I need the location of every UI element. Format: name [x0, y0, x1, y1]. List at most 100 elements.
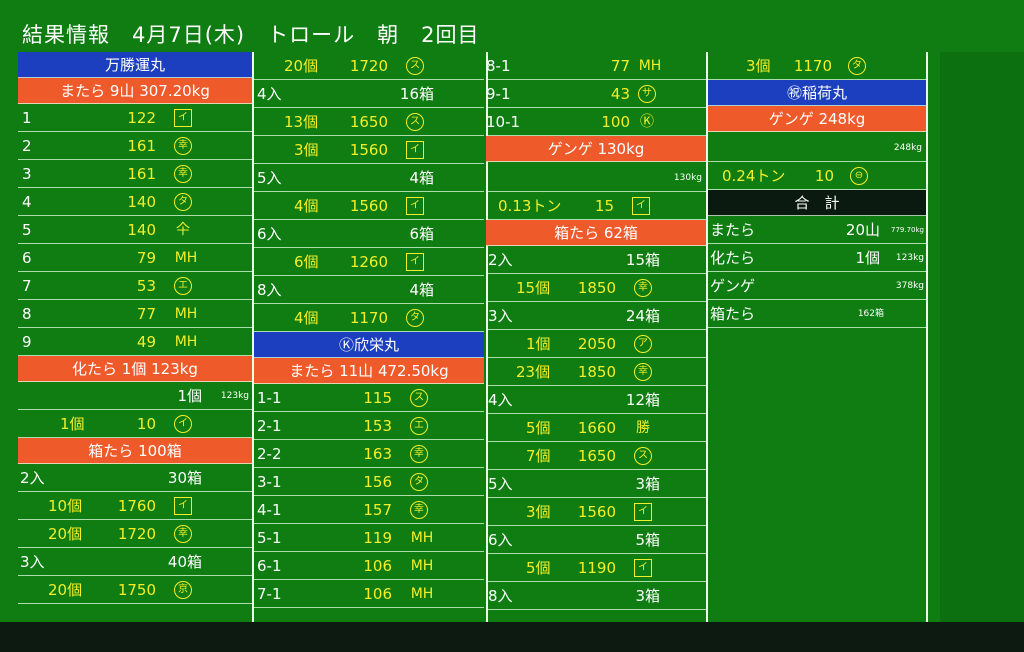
buyer-mark-icon: エ [410, 417, 428, 435]
table-row: 4個 1560 イ [254, 192, 484, 220]
buyer-mark-icon: イ [406, 253, 424, 271]
buyer-mark-icon: サ [638, 85, 656, 103]
table-row: 2-2 163 幸 [254, 440, 484, 468]
buyer-mark-icon: ス [406, 113, 424, 131]
boat-header-mankatsuun: 万勝運丸 [18, 52, 252, 78]
table-row: 8入 4箱 [254, 276, 484, 304]
column-1: 万勝運丸 またら 9山 307.20kg 1 122 イ 2 161 幸 3 161 幸 4… [18, 52, 252, 622]
table-row: 箱たら 162箱 [708, 300, 926, 328]
buyer-mark-icon: ΜH [638, 58, 662, 74]
matara-section-header: またら 9山 307.20kg [18, 78, 252, 104]
table-row: 8 77 ΜH [18, 300, 252, 328]
buyer-mark-icon: イ [406, 141, 424, 159]
table-row: 3個 1560 イ [486, 498, 706, 526]
table-row: またら 20山 779.70kg [708, 216, 926, 244]
buyer-mark-icon: イ [174, 109, 192, 127]
table-row: 4 140 タ [18, 188, 252, 216]
table-row: 7個 1650 ス [486, 442, 706, 470]
buyer-mark-icon: 幸 [410, 445, 428, 463]
buyer-mark-icon: イ [174, 415, 192, 433]
table-row: 8入 3箱 [486, 582, 706, 610]
buyer-mark-icon: タ [848, 57, 866, 75]
table-row: 8-1 77 ΜH [486, 52, 706, 80]
total-section-header: 合 計 [708, 190, 926, 216]
column-3: 8-1 77 ΜH 9-1 43 サ 10-1 100 Ⓚ ゲンゲ 130kg 130kg … [486, 52, 706, 622]
table-row: 2-1 153 エ [254, 412, 484, 440]
buyer-mark-icon: 幸 [634, 279, 652, 297]
boat-header-inari: ㊗稲荷丸 [708, 80, 926, 106]
table-row: 4個 1170 タ [254, 304, 484, 332]
table-row: 5入 3箱 [486, 470, 706, 498]
gengge-section-header: ゲンゲ 130kg [486, 136, 706, 162]
table-row: 5 140 仐 [18, 216, 252, 244]
table-row: 10-1 100 Ⓚ [486, 108, 706, 136]
table-row: 9-1 43 サ [486, 80, 706, 108]
table-row: 0.13トン 15 イ [486, 192, 706, 220]
buyer-mark-icon: 幸 [634, 363, 652, 381]
table-row: 7 53 エ [18, 272, 252, 300]
table-row: 6-1 106 ΜH [254, 552, 484, 580]
matara-section-header: またら 11山 472.50kg [254, 358, 484, 384]
table-row: 5-1 119 ΜH [254, 524, 484, 552]
hakotara-section-header: 箱たら 100箱 [18, 438, 252, 464]
buyer-mark-icon: イ [634, 503, 652, 521]
table-row: 3入 24箱 [486, 302, 706, 330]
table-row: 20個 1720 幸 [18, 520, 252, 548]
table-row: 2入 15箱 [486, 246, 706, 274]
table-row: 20個 1720 ス [254, 52, 484, 80]
table-row: 4-1 157 幸 [254, 496, 484, 524]
table-row: 5個 1190 イ [486, 554, 706, 582]
table-row: 6入 5箱 [486, 526, 706, 554]
column-4: 3個 1170 タ ㊗稲荷丸 ゲンゲ 248kg 248kg 0.24トン 10 ⊖ 合… [708, 52, 926, 622]
empty-column [940, 52, 1024, 622]
buyer-mark-icon: ス [634, 447, 652, 465]
katara-section-header: 化たら 1個 123kg [18, 356, 252, 382]
buyer-mark-icon: タ [406, 309, 424, 327]
table-row: 3入 40箱 [18, 548, 252, 576]
buyer-mark-icon: 京 [174, 581, 192, 599]
table-row: 248kg [708, 132, 926, 162]
buyer-mark-icon: ΜH [174, 250, 198, 266]
buyer-mark-icon: イ [174, 497, 192, 515]
table-row: 9 49 ΜH [18, 328, 252, 356]
buyer-mark-icon: 幸 [174, 165, 192, 183]
table-row: 3個 1560 イ [254, 136, 484, 164]
buyer-mark-icon: ΜH [174, 334, 198, 350]
table-row: 3個 1170 タ [708, 52, 926, 80]
gengge-section-header: ゲンゲ 248kg [708, 106, 926, 132]
table-row: 5個 1660 勝 [486, 414, 706, 442]
buyer-mark-icon: 勝 [636, 420, 650, 436]
column-divider [706, 52, 708, 622]
table-row: 15個 1850 幸 [486, 274, 706, 302]
column-divider [926, 52, 928, 622]
buyer-mark-icon: ΜH [410, 530, 434, 546]
buyer-mark-icon: タ [174, 193, 192, 211]
hakotara-section-header: 箱たら 62箱 [486, 220, 706, 246]
table-row: 1 122 イ [18, 104, 252, 132]
screen-bezel [0, 622, 1024, 652]
buyer-mark-icon: Ⓚ [640, 114, 654, 130]
table-row: 2入 30箱 [18, 464, 252, 492]
table-row: 23個 1850 幸 [486, 358, 706, 386]
table-row: 130kg [486, 162, 706, 192]
buyer-mark-icon: タ [410, 473, 428, 491]
table-row: 4入 12箱 [486, 386, 706, 414]
table-row: 化たら 1個 123kg [708, 244, 926, 272]
table-row: 10個 1760 イ [18, 492, 252, 520]
table-row: 2 161 幸 [18, 132, 252, 160]
buyer-mark-icon: イ [634, 559, 652, 577]
page-title: 結果情報 4月7日(木) トロール 朝 2回目 [22, 23, 480, 47]
table-row: 1-1 115 ス [254, 384, 484, 412]
table-row: 6個 1260 イ [254, 248, 484, 276]
table-row: 5入 4箱 [254, 164, 484, 192]
table-row: 6入 6箱 [254, 220, 484, 248]
table-row: 0.24トン 10 ⊖ [708, 162, 926, 190]
buyer-mark-icon: イ [632, 197, 650, 215]
buyer-mark-icon: 幸 [410, 501, 428, 519]
table-row: 13個 1650 ス [254, 108, 484, 136]
table-row: 7-1 106 ΜH [254, 580, 484, 608]
table-row: 4入 16箱 [254, 80, 484, 108]
buyer-mark-icon: ΜH [174, 306, 198, 322]
boat-header-kinei: Ⓚ欣栄丸 [254, 332, 484, 358]
table-row: 20個 1750 京 [18, 576, 252, 604]
